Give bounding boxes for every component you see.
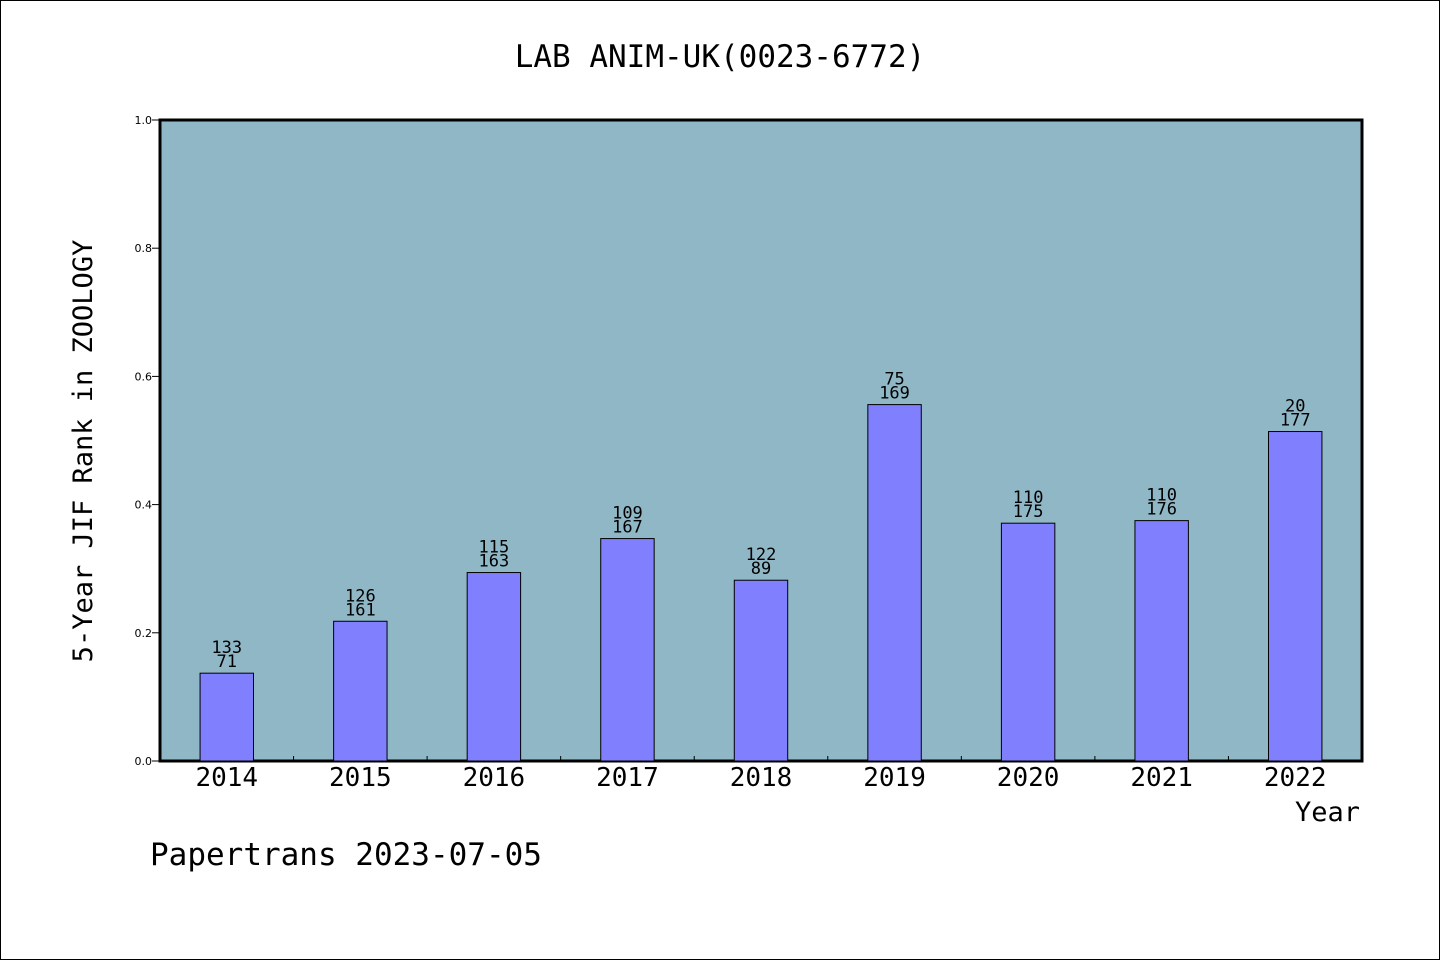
x-tick-label: 2019 (863, 763, 926, 793)
x-tick-label: 2018 (730, 763, 793, 793)
chart-title: LAB ANIM-UK(0023-6772) (515, 39, 926, 75)
bar (1134, 520, 1189, 762)
bar-label-bottom: 177 (1280, 411, 1311, 431)
bar-label-top: 110 (1146, 486, 1177, 506)
bar (733, 579, 789, 762)
bar-label-top: 20 (1285, 397, 1305, 417)
bars: 1337112616111516310916712289751691101751… (199, 370, 1323, 762)
footer-text: Papertrans 2023-07-05 (150, 837, 542, 873)
x-tick-label: 2014 (195, 763, 258, 793)
bar (199, 672, 254, 762)
bar-label-bottom: 71 (217, 652, 237, 672)
bar-label-bottom: 169 (879, 384, 910, 404)
bar (1268, 431, 1323, 762)
bar (600, 538, 655, 762)
bar-label-top: 109 (612, 504, 643, 524)
x-tick-label: 2017 (596, 763, 659, 793)
x-axis: 2014 2015 2016 2017 2018 2019 2020 2021 2022 (195, 756, 1327, 793)
y-axis: 0.0 0.2 0.4 0.6 0.8 1.0 (135, 114, 160, 768)
bar-label-bottom: 176 (1146, 500, 1177, 520)
x-axis-label: Year (1295, 797, 1360, 828)
y-tick-label: 0.4 (135, 499, 153, 512)
x-tick-label: 2021 (1130, 763, 1193, 793)
bar-label-top: 75 (884, 370, 904, 390)
y-axis-label: 5-Year JIF Rank in ZOOLOGY (68, 240, 99, 663)
bar-label-top: 115 (479, 538, 510, 558)
bar-label-bottom: 163 (479, 552, 510, 572)
bar-label-top: 122 (746, 545, 777, 565)
bar (466, 572, 522, 762)
bar (1000, 522, 1056, 762)
y-tick-label: 0.8 (135, 242, 153, 255)
y-tick-label: 0.2 (135, 627, 153, 640)
y-tick-label: 1.0 (135, 114, 153, 127)
bar-label-bottom: 89 (751, 559, 771, 579)
bar-label-bottom: 167 (612, 518, 643, 538)
bar-label-bottom: 175 (1013, 502, 1044, 522)
x-tick-label: 2020 (997, 763, 1060, 793)
bar (333, 620, 388, 762)
bar-label-top: 133 (211, 638, 242, 658)
y-tick-label: 0.0 (135, 755, 153, 768)
bar-label-bottom: 161 (345, 600, 376, 620)
bar-label-top: 110 (1013, 488, 1044, 508)
y-tick-label: 0.6 (135, 370, 153, 383)
x-tick-label: 2016 (463, 763, 526, 793)
bar-label-top: 126 (345, 586, 376, 606)
x-tick-label: 2015 (329, 763, 392, 793)
bar (867, 404, 922, 762)
x-tick-label: 2022 (1264, 763, 1327, 793)
